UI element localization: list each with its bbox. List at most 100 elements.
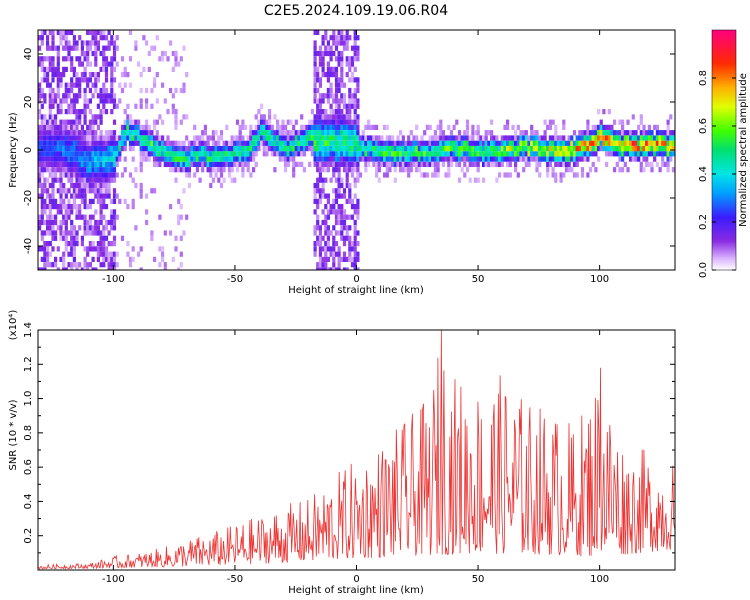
heatmap-cell: [286, 135, 290, 141]
heatmap-cell: [626, 151, 630, 157]
heatmap-cell: [449, 130, 454, 136]
heatmap-cell: [174, 114, 178, 120]
heatmap-cell: [161, 82, 165, 88]
heatmap-cell: [302, 130, 306, 136]
heatmap-cell: [38, 219, 42, 226]
heatmap-cell: [120, 124, 125, 130]
heatmap-cell: [530, 124, 534, 130]
heatmap-cell: [142, 135, 146, 141]
heatmap-cell: [99, 182, 103, 189]
heatmap-cell: [110, 35, 114, 41]
heatmap-cell: [48, 225, 52, 231]
heatmap-cell: [198, 151, 202, 157]
heatmap-cell: [356, 130, 360, 136]
heatmap-cell: [514, 135, 518, 141]
heatmap-cell: [96, 193, 100, 199]
heatmap-cell: [318, 172, 322, 178]
heatmap-cell: [334, 198, 339, 204]
heatmap-cell: [238, 135, 242, 141]
heatmap-cell: [334, 251, 339, 257]
heatmap-cell: [131, 130, 135, 136]
heatmap-cell: [139, 130, 143, 136]
heatmap-cell: [80, 188, 84, 194]
heatmap-cell: [80, 50, 84, 57]
heatmap-cell: [324, 219, 328, 226]
heatmap-cell: [655, 135, 659, 141]
heatmap-cell: [38, 182, 42, 189]
heatmap-cell: [48, 204, 52, 210]
heatmap-cell: [594, 124, 598, 130]
heatmap-cell: [112, 56, 117, 62]
heatmap-cell: [348, 77, 352, 83]
heatmap-cell: [484, 135, 488, 141]
heatmap-cell: [337, 161, 341, 167]
heatmap-cell: [137, 140, 141, 146]
heatmap-cell: [316, 119, 320, 125]
heatmap-cell: [78, 209, 82, 215]
heatmap-cell: [67, 56, 71, 62]
heatmap-cell: [51, 98, 55, 104]
heatmap-cell: [46, 124, 50, 130]
heatmap-cell: [120, 72, 125, 78]
heatmap-cell: [78, 140, 82, 146]
heatmap-cell: [356, 241, 360, 247]
heatmap-cell: [508, 135, 512, 141]
heatmap-cell: [177, 146, 181, 152]
heatmap-cell: [479, 140, 483, 146]
heatmap-cell: [185, 135, 189, 141]
heatmap-cell: [399, 161, 403, 167]
heatmap-cell: [669, 146, 673, 152]
heatmap-cell: [321, 256, 325, 262]
heatmap-cell: [102, 262, 106, 268]
heatmap-cell: [72, 140, 76, 146]
heatmap-cell: [337, 124, 341, 130]
heatmap-cell: [567, 140, 571, 146]
heatmap-cell: [268, 135, 272, 141]
heatmap-cell: [54, 135, 58, 141]
heatmap-cell: [102, 50, 106, 57]
heatmap-cell: [431, 140, 435, 146]
heatmap-cell: [177, 214, 181, 220]
heatmap-cell: [48, 172, 52, 178]
heatmap-cell: [86, 156, 90, 162]
heatmap-cell: [112, 209, 117, 215]
heatmap-cell: [367, 140, 371, 146]
heatmap-cell: [99, 151, 103, 157]
heatmap-cell: [201, 167, 205, 173]
heatmap-cell: [86, 82, 90, 88]
heatmap-cell: [669, 130, 673, 136]
heatmap-cell: [597, 124, 601, 130]
heatmap-cell: [647, 151, 651, 157]
heatmap-cell: [356, 56, 360, 62]
heatmap-cell: [102, 204, 106, 210]
heatmap-cell: [110, 61, 114, 67]
heatmap-cell: [639, 146, 643, 152]
heatmap-cell: [383, 146, 387, 152]
heatmap-cell: [554, 146, 558, 152]
heatmap-cell: [423, 172, 427, 178]
heatmap-cell: [334, 177, 339, 183]
heatmap-cell: [340, 109, 344, 115]
heatmap-cell: [270, 130, 274, 136]
heatmap-cell: [190, 151, 194, 157]
heatmap-cell: [102, 98, 106, 104]
heatmap-cell: [332, 30, 336, 35]
heatmap-cell: [407, 135, 411, 141]
colorbar-tick-label: 0.2: [698, 214, 709, 230]
heatmap-cell: [516, 156, 520, 162]
heatmap-cell: [254, 146, 258, 152]
heatmap-cell: [67, 209, 71, 215]
heatmap-cell: [40, 156, 44, 162]
heatmap-cell: [350, 146, 355, 152]
heatmap-cell: [605, 151, 609, 157]
heatmap-cell: [276, 124, 280, 130]
heatmap-cell: [613, 140, 617, 146]
heatmap-cell: [268, 119, 272, 125]
heatmap-cell: [519, 151, 523, 157]
heatmap-cell: [575, 146, 579, 152]
heatmap-cell: [185, 151, 189, 157]
heatmap-cell: [54, 172, 58, 178]
heatmap-cell: [490, 135, 494, 141]
heatmap-cell: [572, 151, 577, 157]
heatmap-cell: [348, 61, 352, 67]
